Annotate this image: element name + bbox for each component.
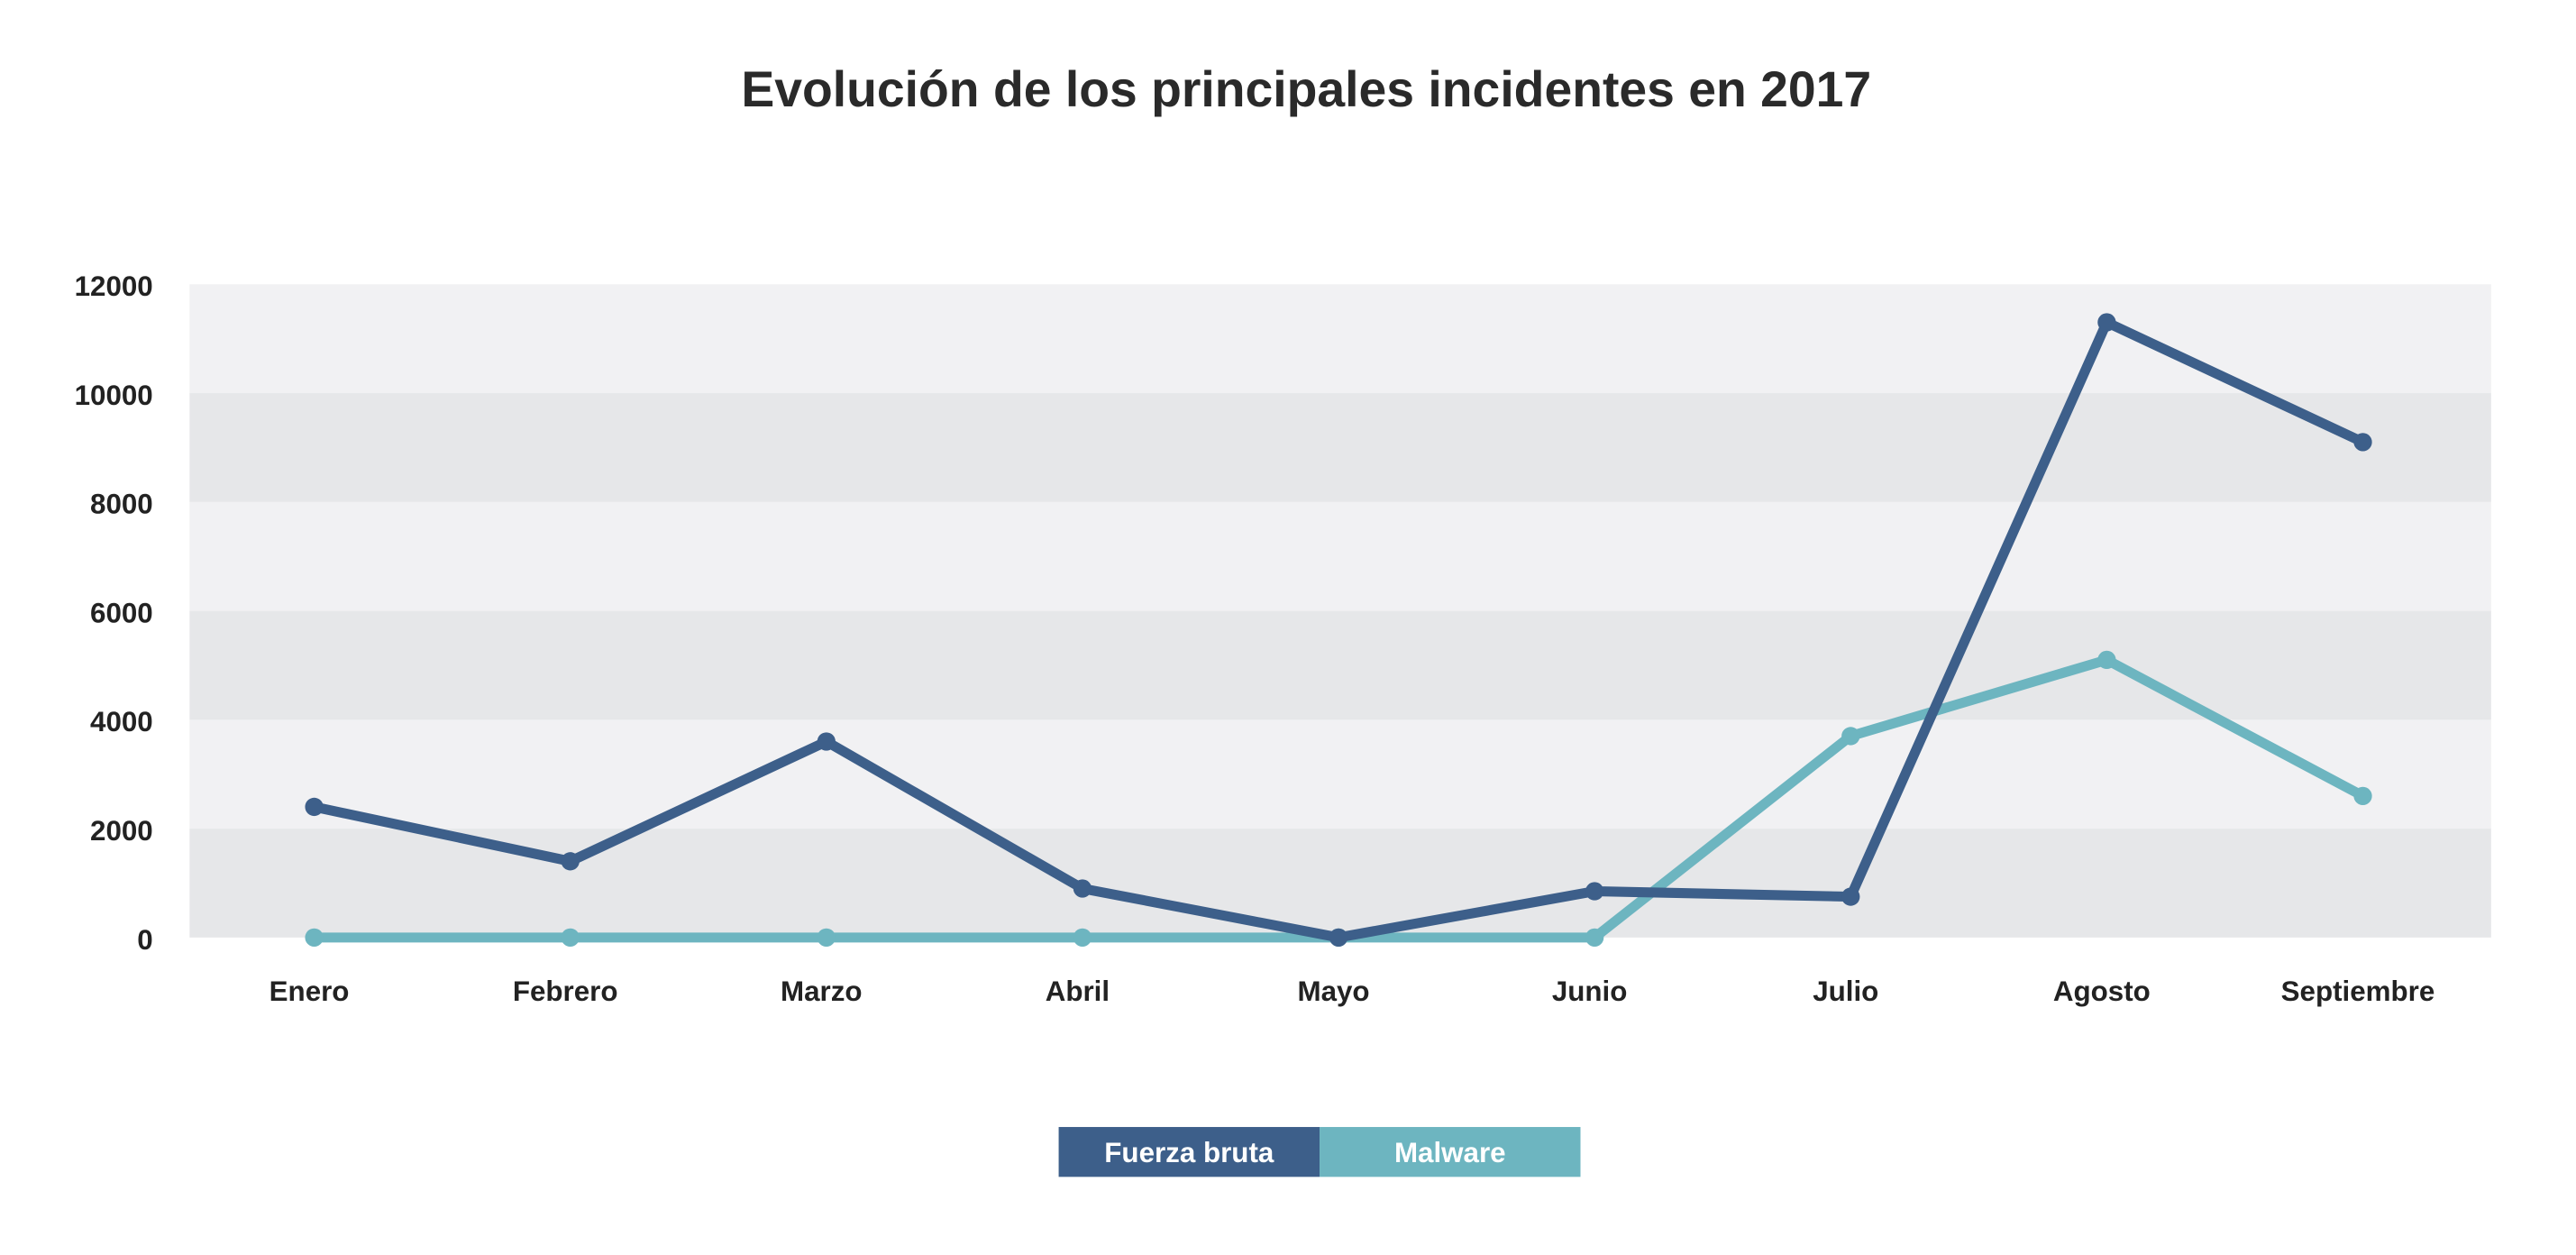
chart-title: Evolución de los principales incidentes … <box>741 61 1871 117</box>
data-point <box>817 928 836 947</box>
data-point <box>2353 433 2372 452</box>
grid-band <box>189 501 2491 611</box>
data-point <box>2097 313 2116 332</box>
data-point <box>305 928 324 947</box>
data-point <box>1585 882 1604 901</box>
x-tick-label: Mayo <box>1297 976 1369 1007</box>
x-tick-label: Febrero <box>513 976 618 1007</box>
data-point <box>2353 786 2372 806</box>
data-point <box>817 732 836 751</box>
x-tick-label: Julio <box>1813 976 1878 1007</box>
data-point <box>561 852 580 871</box>
data-point <box>1841 887 1860 906</box>
grid-band <box>189 393 2491 502</box>
x-tick-label: Septiembre <box>2281 976 2435 1007</box>
series-fuerza-bruta <box>305 313 2372 947</box>
x-tick-label: Enero <box>269 976 350 1007</box>
legend-label: Fuerza bruta <box>1104 1137 1274 1168</box>
y-tick-label: 6000 <box>90 597 153 628</box>
legend-item: Malware <box>1320 1127 1581 1177</box>
x-tick-label: Junio <box>1552 976 1628 1007</box>
data-point <box>561 928 580 947</box>
legend-swatch <box>1320 1127 1581 1177</box>
data-point <box>1073 879 1092 898</box>
x-tick-label: Marzo <box>781 976 863 1007</box>
data-point <box>1585 928 1604 947</box>
grid-band <box>189 610 2491 720</box>
y-tick-label: 8000 <box>90 489 153 520</box>
y-tick-label: 10000 <box>75 380 153 411</box>
data-point <box>1841 727 1860 746</box>
y-tick-label: 12000 <box>75 270 153 302</box>
x-tick-label: Agosto <box>2053 976 2151 1007</box>
legend-item: Fuerza bruta <box>1058 1127 1320 1177</box>
y-tick-label: 0 <box>137 924 152 956</box>
legend-swatch <box>1058 1127 1320 1177</box>
y-tick-label: 2000 <box>90 815 153 847</box>
grid-band <box>189 829 2491 938</box>
grid-band <box>189 719 2491 829</box>
data-point <box>2097 650 2116 670</box>
grid-band <box>189 284 2491 394</box>
legend-label: Malware <box>1394 1137 1506 1168</box>
data-point <box>305 797 324 817</box>
data-point <box>1073 928 1092 947</box>
data-point <box>1329 928 1348 947</box>
y-tick-label: 4000 <box>90 706 153 737</box>
x-tick-label: Abril <box>1046 976 1110 1007</box>
